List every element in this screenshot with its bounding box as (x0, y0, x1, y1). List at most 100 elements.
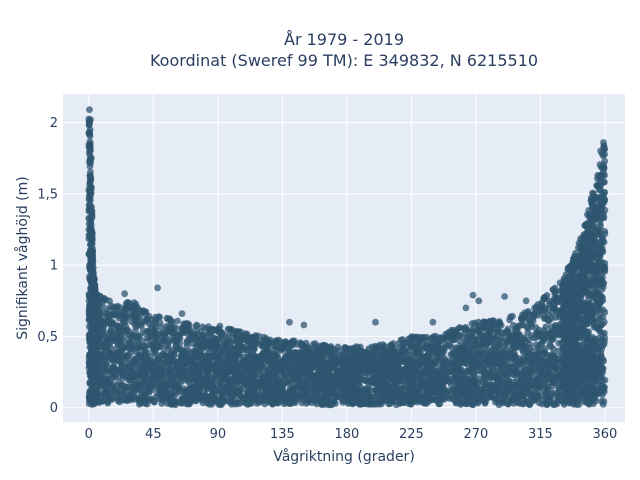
data-point (120, 317, 128, 325)
data-point (541, 293, 549, 301)
data-point (589, 227, 597, 234)
data-point (601, 206, 609, 214)
data-point (437, 337, 444, 344)
data-point (596, 229, 603, 237)
data-points (85, 106, 609, 409)
data-point (170, 323, 177, 331)
data-point (597, 275, 605, 283)
data-point (448, 344, 456, 351)
data-point (247, 341, 255, 349)
data-point (538, 331, 546, 339)
data-point (550, 305, 558, 312)
data-point (598, 336, 606, 344)
data-point (183, 343, 191, 350)
data-point (163, 314, 171, 322)
data-point (371, 345, 378, 352)
data-point (426, 335, 434, 343)
data-point (526, 341, 534, 348)
data-point (484, 338, 492, 346)
data-point (600, 178, 607, 186)
data-point (583, 307, 591, 315)
data-point (507, 313, 514, 321)
data-point (570, 323, 578, 330)
data-point (532, 303, 540, 310)
data-point (89, 310, 96, 318)
data-point (513, 330, 521, 338)
data-point (213, 341, 221, 349)
data-point (586, 301, 594, 309)
data-point (86, 178, 94, 186)
data-point (139, 307, 147, 315)
data-point (155, 313, 163, 321)
data-point (468, 332, 476, 340)
data-point (123, 306, 131, 314)
data-point (112, 333, 119, 341)
data-point (601, 308, 609, 316)
data-point (526, 318, 534, 326)
data-point (163, 322, 170, 330)
data-point (108, 328, 115, 336)
data-point (568, 297, 575, 305)
data-point (423, 342, 431, 350)
data-point (86, 194, 93, 202)
data-point (311, 340, 319, 348)
data-point (562, 271, 570, 278)
data-point (448, 326, 456, 334)
data-point (289, 337, 297, 345)
data-point (580, 286, 588, 293)
data-point (596, 173, 604, 181)
data-point (599, 164, 607, 172)
data-point (186, 348, 194, 355)
data-point (571, 330, 579, 338)
data-point (121, 344, 128, 351)
data-point (85, 220, 93, 228)
data-point (548, 335, 556, 343)
data-point (417, 347, 425, 355)
data-point (598, 237, 606, 245)
data-point (593, 198, 601, 206)
data-point (334, 343, 342, 351)
data-point (557, 307, 565, 315)
data-point (474, 328, 482, 336)
data-point (563, 291, 570, 298)
data-point (583, 224, 591, 232)
data-point (575, 287, 583, 294)
data-point (570, 287, 577, 294)
data-point (174, 317, 182, 325)
data-point (233, 332, 241, 340)
data-point (524, 329, 532, 336)
data-point (134, 344, 142, 352)
data-point (93, 337, 101, 345)
data-point (244, 335, 252, 343)
data-point (540, 336, 548, 344)
data-point (581, 263, 588, 271)
data-point (86, 142, 94, 150)
data-point (475, 342, 483, 349)
data-point (208, 383, 216, 391)
data-point (157, 324, 165, 331)
data-point (499, 329, 507, 336)
data-point (116, 312, 124, 320)
data-point (545, 301, 553, 309)
data-point (275, 336, 283, 344)
data-point (586, 313, 594, 321)
data-point (576, 302, 583, 309)
data-point (548, 323, 555, 331)
data-point (504, 325, 512, 333)
data-point (102, 305, 110, 312)
data-point (503, 346, 510, 353)
data-point (596, 306, 603, 314)
data-point (263, 340, 270, 348)
data-point (420, 334, 428, 342)
data-point (601, 196, 609, 204)
data-point (145, 312, 153, 320)
data-point (594, 181, 601, 189)
data-point (544, 330, 552, 338)
data-point (553, 324, 560, 332)
data-point (114, 394, 122, 402)
data-point (128, 345, 136, 352)
data-point (555, 347, 562, 355)
data-point (280, 340, 288, 348)
data-point (595, 315, 603, 323)
